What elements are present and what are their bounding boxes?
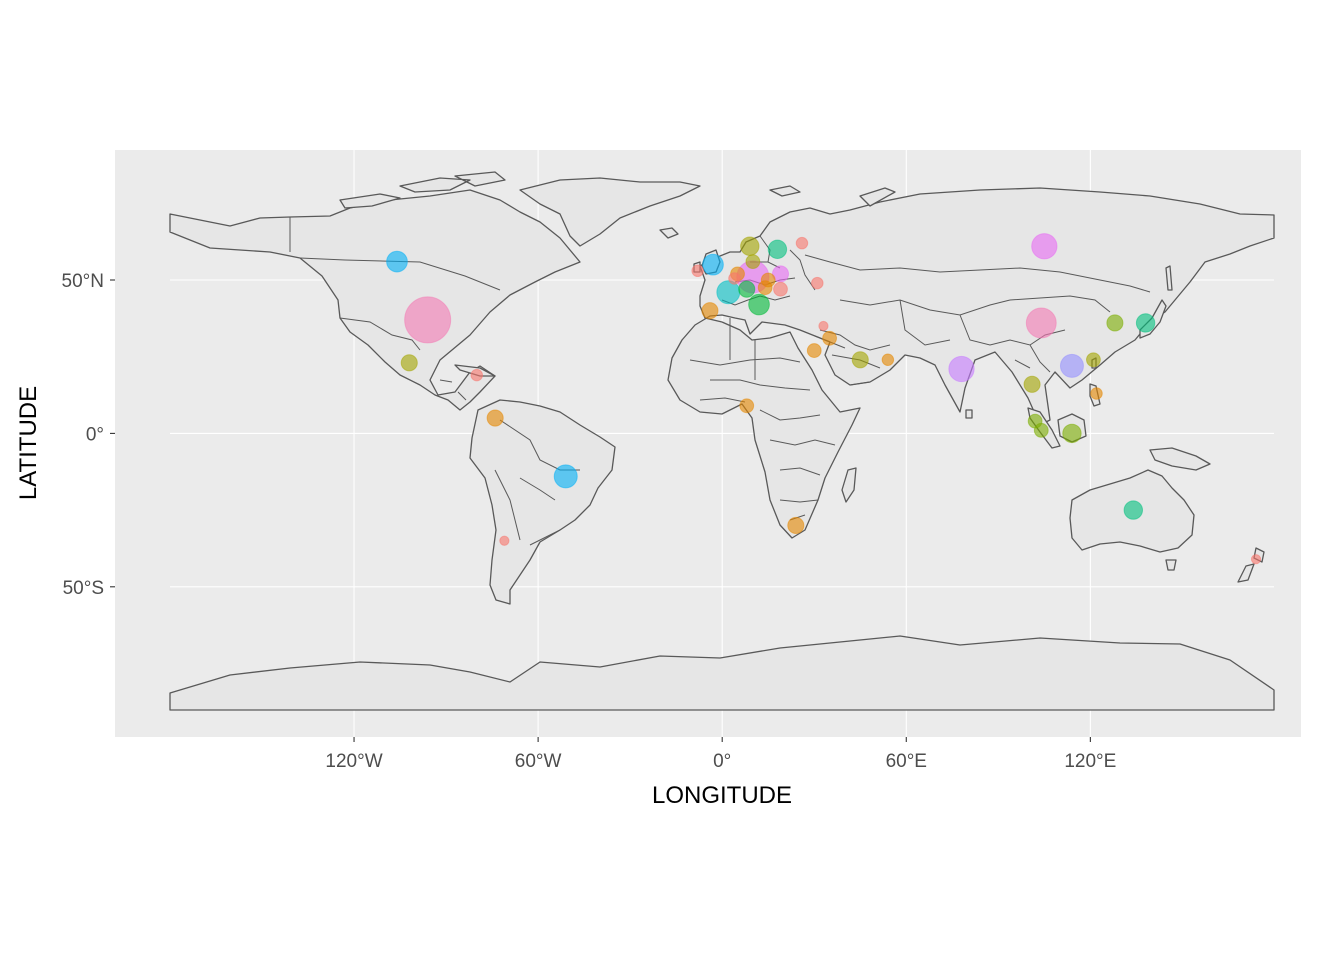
data-point-3 <box>470 368 484 382</box>
land-antarctica <box>169 635 1275 711</box>
data-point-22 <box>760 272 776 288</box>
data-point-28 <box>851 351 869 369</box>
border-russia <box>804 254 1151 293</box>
data-point-2 <box>400 354 418 372</box>
data-point-34 <box>1025 307 1057 339</box>
data-point-36 <box>1086 352 1101 368</box>
land-south-america <box>469 399 616 605</box>
land-masses <box>169 171 1275 711</box>
x-tick-label-0: 120°W <box>325 751 382 772</box>
data-points <box>386 233 1262 565</box>
x-tick-label-3: 60°E <box>886 751 927 772</box>
land-sakhalin <box>1165 265 1173 291</box>
border-central-america <box>439 379 467 401</box>
data-point-4 <box>486 409 504 427</box>
data-point-7 <box>702 253 724 276</box>
y-axis-title: LATITUDE <box>15 386 42 500</box>
data-point-17 <box>740 236 760 256</box>
data-point-43 <box>1090 387 1103 400</box>
data-point-6 <box>553 464 578 489</box>
data-point-31 <box>787 516 805 534</box>
data-point-20 <box>795 236 809 250</box>
border-asia <box>819 295 1111 373</box>
x-tick-label-2: 0° <box>713 751 731 772</box>
data-point-45 <box>1250 554 1262 565</box>
land-north-america <box>169 189 581 411</box>
x-axis-tick-labels: 120°W 60°W 0° 60°E 120°E <box>325 751 1116 772</box>
border-africa <box>689 318 836 521</box>
data-point-0 <box>404 296 452 344</box>
y-tick-label-2: 50°S <box>63 578 104 599</box>
data-point-23 <box>773 281 788 297</box>
land-arctic-islands <box>339 171 506 209</box>
data-point-1 <box>386 250 408 273</box>
land-sri-lanka <box>965 409 973 419</box>
data-point-29 <box>881 353 895 367</box>
x-tick-label-1: 60°W <box>515 751 562 772</box>
data-point-44 <box>1123 500 1144 520</box>
data-point-26 <box>818 320 829 332</box>
border-us-canada <box>289 217 501 291</box>
land-new-guinea <box>1149 447 1211 471</box>
land-greenland <box>519 177 701 247</box>
data-point-27 <box>806 343 822 358</box>
data-point-19 <box>767 239 788 260</box>
axis-ticks <box>110 279 1091 742</box>
data-point-33 <box>1031 233 1058 260</box>
land-novaya-zemlya <box>859 187 896 207</box>
data-point-16 <box>748 293 770 316</box>
data-point-37 <box>1106 314 1124 332</box>
land-svalbard <box>769 185 801 197</box>
data-point-8 <box>691 264 704 278</box>
data-point-10 <box>701 302 719 320</box>
data-point-32 <box>948 355 975 383</box>
data-point-39 <box>1023 375 1041 393</box>
data-point-5 <box>499 535 510 546</box>
y-tick-label-1: 0° <box>86 424 104 445</box>
data-point-30 <box>739 398 755 414</box>
x-axis-title: LONGITUDE <box>652 782 792 809</box>
border-south-america <box>494 419 580 546</box>
data-point-25 <box>822 330 837 346</box>
data-point-14 <box>728 272 741 285</box>
data-point-12 <box>738 280 756 298</box>
data-point-24 <box>811 276 824 290</box>
border-us-mexico <box>339 317 421 351</box>
data-point-41 <box>1033 422 1049 438</box>
data-point-18 <box>745 254 761 269</box>
y-tick-label-0: 50°N <box>62 271 104 292</box>
land-tasmania <box>1165 559 1177 571</box>
data-point-38 <box>1135 313 1156 333</box>
x-tick-label-4: 120°E <box>1064 751 1116 772</box>
land-iceland <box>659 227 679 239</box>
data-point-35 <box>1059 353 1084 378</box>
y-axis-tick-labels: 50°N 0° 50°S <box>62 271 104 599</box>
land-madagascar <box>841 467 857 503</box>
data-point-42 <box>1062 423 1082 444</box>
